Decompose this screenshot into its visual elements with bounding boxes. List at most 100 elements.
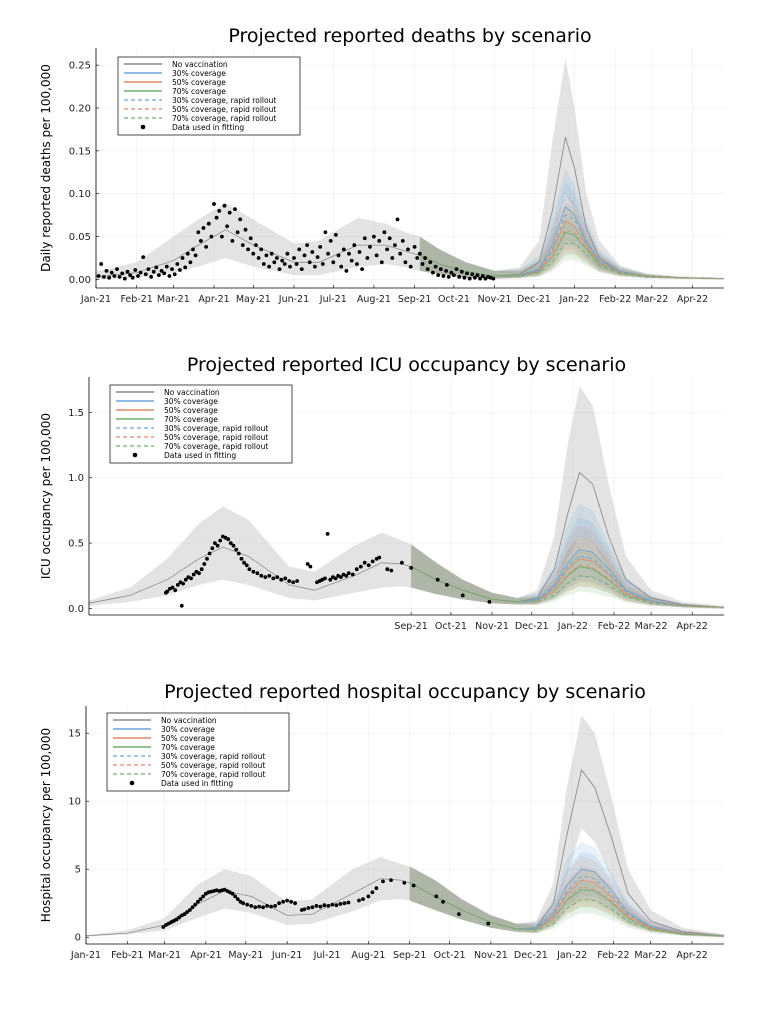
x-tick-label: Feb-21: [120, 294, 152, 305]
series-line-50-coverage-rapid-rollout: [409, 882, 725, 937]
data-point: [465, 271, 469, 276]
legend-label: 50% coverage: [164, 406, 218, 415]
y-axis-label: Daily reported deaths per 100,000: [39, 64, 53, 272]
y-tick-label: 10: [68, 797, 81, 808]
x-tick-label: Dec-21: [515, 621, 549, 632]
x-tick-label: Dec-21: [517, 294, 551, 305]
data-point: [159, 269, 164, 273]
x-tick-label: Jan-22: [558, 294, 589, 305]
chart-title: Projected reported deaths by scenario: [228, 25, 591, 47]
data-point: [218, 538, 223, 543]
data-point: [425, 267, 430, 271]
x-tick-label: Jan-22: [557, 621, 588, 632]
data-point: [338, 902, 343, 906]
data-point: [395, 217, 400, 222]
band-no-vaccination: [411, 386, 724, 609]
data-point: [387, 236, 392, 241]
icu-panel: 0.0 0.5 1.0 1.5 Sep-21 Oct-21 Nov-21 Dec-21 Jan-…: [39, 354, 725, 632]
x-tick-label: Mar-22: [635, 294, 668, 305]
legend-label: 50% coverage, rapid rollout: [164, 433, 268, 442]
data-point: [197, 571, 201, 576]
data-point: [336, 253, 341, 258]
chart-title: Projected reported ICU occupancy by scen…: [187, 354, 626, 376]
data-point: [330, 902, 335, 907]
band-30-coverage: [409, 842, 724, 938]
data-point: [374, 253, 379, 258]
data-point: [280, 258, 285, 263]
data-point: [362, 236, 367, 241]
data-point: [314, 904, 319, 908]
data-point: [251, 251, 256, 256]
data-point: [446, 275, 451, 279]
x-tick-label: Oct-21: [438, 294, 470, 305]
x-tick-label: Nov-21: [478, 294, 512, 305]
data-point: [190, 905, 195, 910]
x-tick-label: May-21: [228, 950, 263, 961]
band-50-coverage-rapid-rollout: [419, 202, 724, 280]
data-point: [151, 269, 156, 274]
legend-label: 30% coverage, rapid rollout: [164, 424, 268, 433]
data-point: [423, 256, 427, 260]
x-tick-label: May-21: [236, 294, 271, 305]
legend-label: 70% coverage, rapid rollout: [164, 442, 268, 451]
data-point: [180, 256, 185, 260]
data-point: [293, 901, 297, 906]
x-tick-label: Sep-21: [394, 621, 427, 632]
data-point: [478, 276, 482, 281]
data-point: [182, 912, 187, 916]
data-point: [361, 897, 365, 901]
x-tick-label: Oct-21: [435, 621, 467, 632]
band-50-coverage-rapid-rollout: [411, 535, 724, 609]
data-point: [275, 256, 279, 260]
data-point: [438, 267, 443, 271]
data-point: [104, 269, 109, 273]
data-point: [261, 262, 266, 266]
data-point: [206, 221, 211, 226]
x-tick-label: Mar-22: [635, 621, 668, 632]
data-point: [122, 276, 127, 281]
data-point: [185, 251, 190, 256]
data-point: [130, 275, 135, 280]
data-point: [352, 243, 357, 248]
series-line-70-coverage-rapid-rollout: [410, 566, 725, 608]
data-point: [226, 537, 231, 542]
data-point: [346, 900, 351, 905]
data-point: [285, 898, 289, 903]
data-point: [415, 256, 420, 260]
data-point: [109, 270, 114, 275]
data-point: [305, 243, 309, 248]
data-point: [342, 901, 347, 906]
data-point: [275, 575, 280, 579]
data-point: [143, 272, 148, 277]
data-point: [120, 271, 125, 276]
data-point: [102, 275, 106, 279]
x-tick-label: Apr-21: [198, 294, 229, 305]
history-line: [88, 546, 412, 604]
data-point: [366, 563, 371, 568]
data-point: [283, 576, 288, 581]
data-point: [251, 569, 256, 574]
data-point: [417, 251, 422, 256]
data-point: [220, 234, 224, 239]
data-point: [207, 551, 212, 556]
data-point: [323, 576, 327, 581]
legend-label: 70% coverage, rapid rollout: [172, 114, 276, 123]
x-tick-label: Jun-21: [278, 294, 309, 305]
data-point: [334, 903, 339, 908]
band-no-vaccination: [419, 58, 724, 280]
data-point: [339, 575, 343, 579]
data-point: [279, 577, 284, 582]
data-point: [267, 264, 271, 269]
data-point: [175, 262, 180, 266]
x-tick-label: Sep-21: [398, 294, 431, 305]
data-point: [441, 899, 445, 904]
data-point: [183, 265, 188, 270]
data-point: [230, 239, 235, 243]
data-point: [256, 256, 261, 260]
data-point: [306, 906, 311, 910]
data-point: [240, 243, 245, 248]
data-point: [292, 256, 296, 260]
data-point: [146, 267, 151, 271]
data-point: [339, 264, 344, 269]
